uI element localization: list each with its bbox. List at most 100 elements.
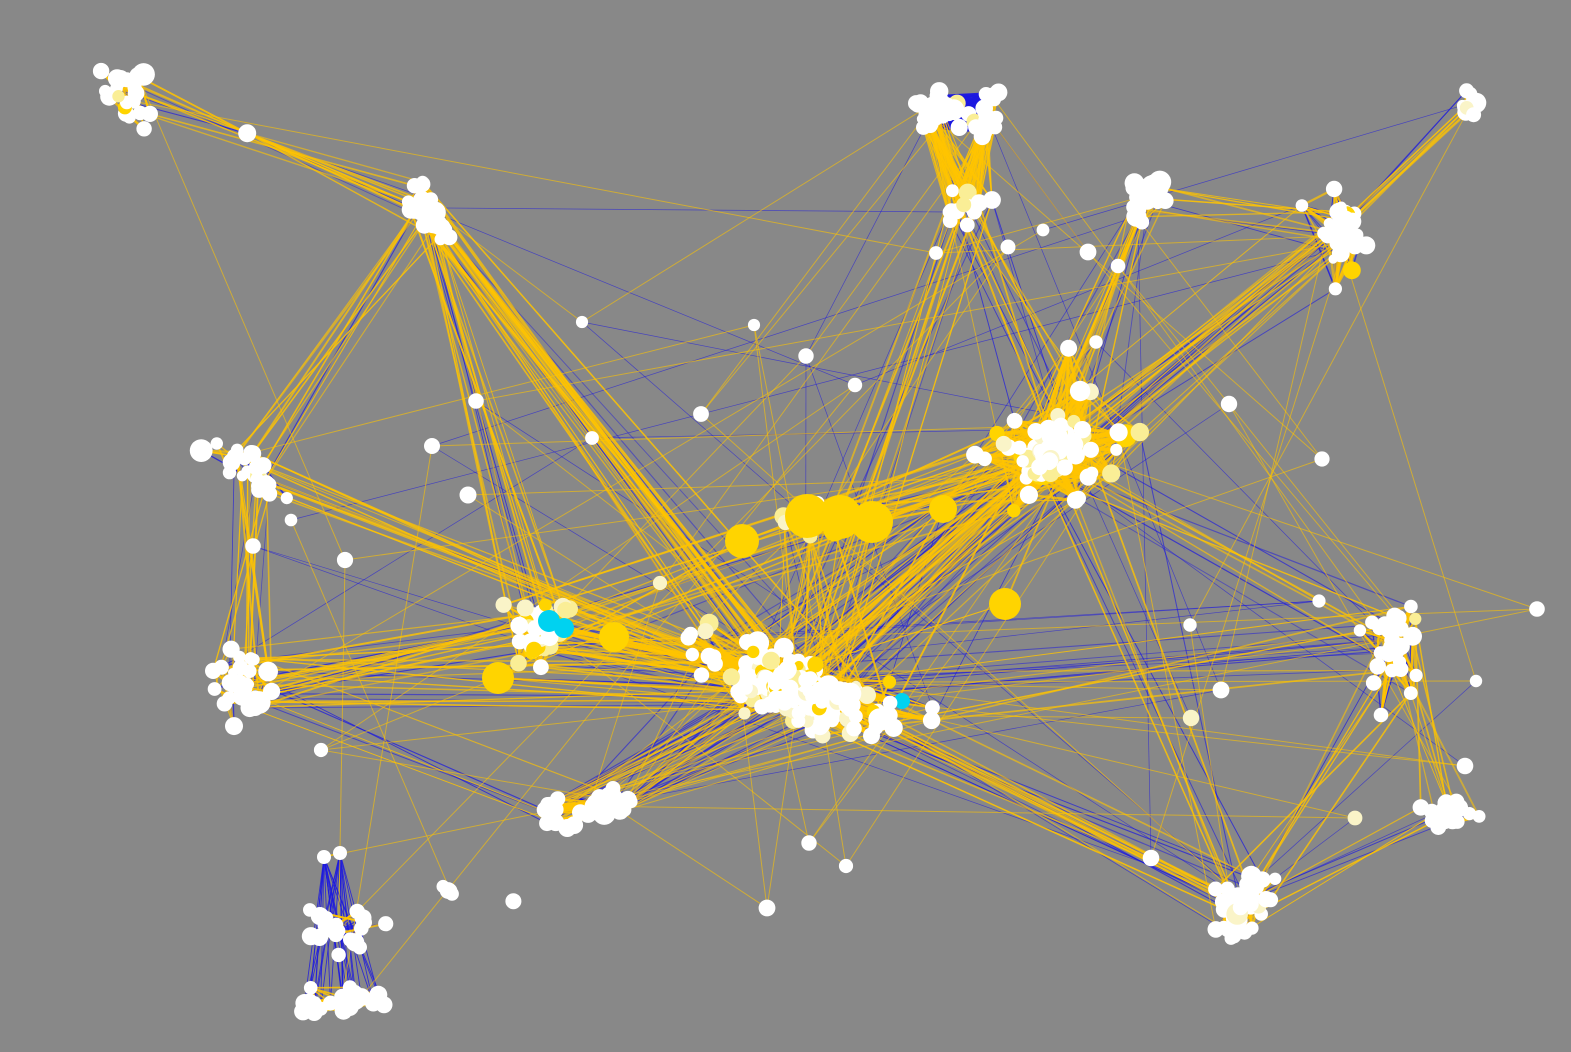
- graph-node[interactable]: [839, 682, 862, 705]
- graph-node[interactable]: [1466, 107, 1482, 123]
- graph-node[interactable]: [468, 393, 484, 409]
- graph-node[interactable]: [1320, 228, 1336, 244]
- graph-node[interactable]: [222, 691, 236, 705]
- graph-node[interactable]: [1070, 490, 1086, 506]
- graph-node[interactable]: [136, 121, 152, 137]
- graph-node[interactable]: [846, 720, 862, 737]
- graph-node-highlight[interactable]: [894, 693, 910, 709]
- graph-node[interactable]: [424, 438, 440, 454]
- graph-node[interactable]: [811, 681, 832, 702]
- graph-node[interactable]: [1064, 432, 1082, 450]
- graph-node[interactable]: [929, 88, 944, 103]
- graph-node[interactable]: [693, 667, 710, 683]
- graph-node[interactable]: [847, 377, 863, 393]
- graph-node[interactable]: [1007, 504, 1021, 518]
- graph-node[interactable]: [1220, 395, 1238, 413]
- graph-node[interactable]: [1245, 921, 1259, 935]
- graph-node[interactable]: [1257, 891, 1275, 908]
- graph-node[interactable]: [581, 804, 595, 818]
- graph-node[interactable]: [557, 601, 575, 619]
- graph-node[interactable]: [436, 879, 450, 894]
- graph-node[interactable]: [768, 690, 785, 707]
- graph-node[interactable]: [680, 629, 697, 646]
- graph-node[interactable]: [807, 656, 824, 673]
- graph-node[interactable]: [1089, 335, 1103, 349]
- graph-node[interactable]: [848, 709, 863, 724]
- graph-node[interactable]: [1073, 421, 1092, 439]
- graph-node-hub[interactable]: [482, 662, 514, 694]
- graph-node[interactable]: [685, 647, 699, 662]
- graph-node[interactable]: [280, 492, 293, 505]
- graph-node[interactable]: [406, 204, 422, 219]
- graph-node[interactable]: [526, 641, 542, 658]
- graph-node[interactable]: [333, 846, 347, 860]
- graph-node[interactable]: [1056, 459, 1073, 476]
- graph-node[interactable]: [781, 679, 799, 697]
- graph-node-hub[interactable]: [818, 495, 862, 539]
- graph-node[interactable]: [738, 655, 755, 672]
- graph-node[interactable]: [1529, 601, 1545, 617]
- graph-node[interactable]: [238, 452, 251, 466]
- graph-node[interactable]: [1385, 663, 1399, 678]
- graph-node[interactable]: [876, 706, 895, 725]
- graph-node[interactable]: [1110, 258, 1126, 274]
- graph-node-hub[interactable]: [851, 501, 893, 543]
- graph-node[interactable]: [1312, 594, 1326, 608]
- graph-node[interactable]: [1016, 455, 1029, 468]
- graph-node[interactable]: [334, 993, 352, 1010]
- graph-node[interactable]: [1403, 686, 1418, 700]
- graph-node[interactable]: [983, 87, 1001, 105]
- graph-node[interactable]: [536, 801, 554, 819]
- graph-node[interactable]: [1036, 223, 1050, 237]
- graph-node[interactable]: [1183, 618, 1197, 632]
- graph-node[interactable]: [511, 633, 528, 650]
- graph-node[interactable]: [929, 246, 943, 260]
- graph-node[interactable]: [1102, 464, 1121, 483]
- graph-node[interactable]: [738, 680, 753, 695]
- graph-node[interactable]: [1182, 709, 1200, 727]
- graph-node[interactable]: [301, 927, 320, 946]
- graph-node[interactable]: [258, 661, 278, 682]
- graph-node[interactable]: [722, 668, 740, 686]
- graph-node[interactable]: [1110, 443, 1123, 456]
- graph-node[interactable]: [1139, 177, 1158, 196]
- graph-node[interactable]: [303, 981, 318, 995]
- graph-node[interactable]: [354, 909, 372, 927]
- graph-node[interactable]: [1343, 261, 1361, 280]
- graph-node[interactable]: [1456, 757, 1474, 775]
- graph-node[interactable]: [967, 205, 982, 220]
- graph-node[interactable]: [942, 107, 956, 122]
- graph-node[interactable]: [956, 197, 972, 213]
- graph-node[interactable]: [424, 217, 441, 234]
- graph-node[interactable]: [697, 623, 714, 640]
- graph-node[interactable]: [882, 675, 897, 689]
- graph-node-highlight[interactable]: [554, 618, 574, 638]
- graph-node[interactable]: [434, 233, 447, 246]
- graph-node[interactable]: [352, 940, 367, 955]
- graph-node[interactable]: [758, 899, 776, 917]
- graph-node[interactable]: [238, 124, 257, 143]
- graph-node[interactable]: [284, 513, 298, 527]
- graph-node[interactable]: [1459, 83, 1475, 99]
- graph-node[interactable]: [959, 217, 975, 233]
- graph-node[interactable]: [1412, 799, 1430, 816]
- graph-node[interactable]: [540, 628, 559, 647]
- graph-node[interactable]: [1268, 872, 1282, 885]
- graph-node[interactable]: [1469, 674, 1483, 688]
- graph-node[interactable]: [1409, 668, 1423, 683]
- graph-node-hub[interactable]: [599, 622, 629, 652]
- graph-node[interactable]: [738, 707, 751, 720]
- graph-node[interactable]: [210, 437, 223, 450]
- graph-node[interactable]: [1347, 810, 1363, 826]
- graph-node[interactable]: [112, 90, 125, 103]
- graph-node[interactable]: [331, 947, 346, 963]
- graph-node[interactable]: [1328, 282, 1342, 296]
- graph-node[interactable]: [791, 706, 806, 721]
- graph-node[interactable]: [1082, 441, 1099, 458]
- graph-node[interactable]: [1212, 681, 1230, 699]
- graph-node[interactable]: [533, 659, 549, 676]
- graph-node[interactable]: [229, 678, 244, 693]
- graph-node[interactable]: [1224, 926, 1242, 944]
- graph-node[interactable]: [236, 470, 248, 482]
- graph-node[interactable]: [378, 916, 394, 932]
